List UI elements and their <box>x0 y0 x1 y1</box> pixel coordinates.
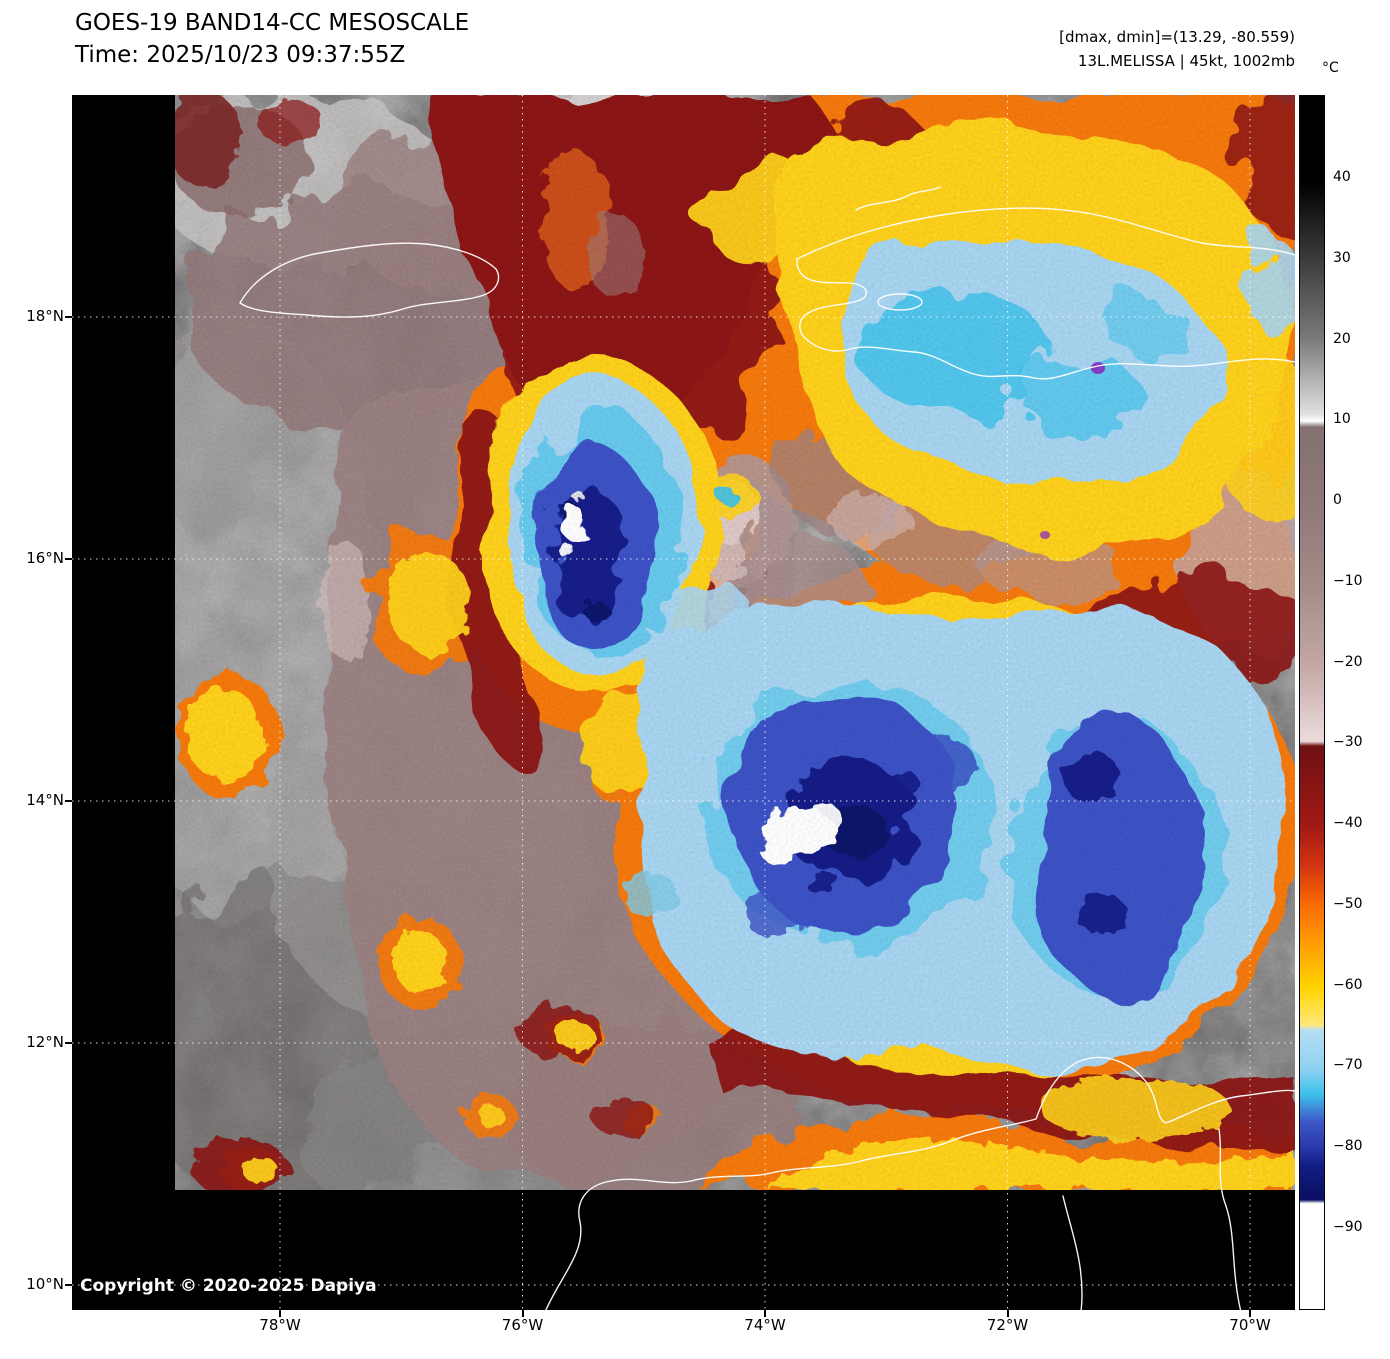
lon-axis-label: 72°W <box>986 1316 1029 1334</box>
colorbar-tick-label: −90 <box>1333 1219 1363 1235</box>
colorbar-tick-label: −80 <box>1333 1138 1363 1155</box>
lat-axis-label: 14°N <box>26 791 64 809</box>
temperature-colorbar <box>1299 95 1325 1310</box>
colorbar-tick-label: −40 <box>1333 815 1363 832</box>
lon-axis-tick <box>521 1310 524 1317</box>
lon-axis-label: 70°W <box>1229 1316 1271 1334</box>
page-title: GOES-19 BAND14-CC MESOSCALE <box>75 10 470 36</box>
lat-axis-label: 10°N <box>26 1275 64 1293</box>
lon-axis-label: 74°W <box>744 1316 786 1334</box>
copyright-label: Copyright © 2020-2025 Dapiya <box>80 1276 377 1296</box>
colorbar-tick-label: 40 <box>1333 169 1351 185</box>
lon-axis-label: 78°W <box>259 1316 301 1334</box>
colorbar-unit-label: °C <box>1322 60 1339 76</box>
colorbar-tick-label: −30 <box>1333 734 1363 751</box>
satellite-map-canvas <box>72 95 1295 1310</box>
colorbar-tick-label: −20 <box>1333 653 1363 670</box>
lon-axis-tick <box>764 1310 766 1317</box>
lat-axis-tick <box>65 316 72 318</box>
colorbar-tick-label: 10 <box>1333 411 1351 428</box>
lat-axis-tick <box>65 1284 72 1286</box>
storm-info-label: 13L.MELISSA | 45kt, 1002mb <box>1077 52 1295 70</box>
colorbar-tick-label: 0 <box>1333 492 1342 509</box>
dmax-dmin-label: [dmax, dmin]=(13.29, -80.559) <box>1059 28 1295 46</box>
lon-axis-tick <box>1249 1310 1251 1317</box>
timestamp-label: Time: 2025/10/23 09:37:55Z <box>75 42 406 68</box>
satellite-image <box>72 95 1295 1310</box>
lon-axis-label: 76°W <box>501 1316 544 1334</box>
colorbar-tick-label: −70 <box>1333 1057 1363 1074</box>
colorbar-tick-label: 20 <box>1333 330 1351 347</box>
lat-axis-label: 18°N <box>26 307 64 325</box>
lat-axis-tick <box>65 558 72 560</box>
colorbar-tick-label: −60 <box>1333 976 1363 993</box>
lat-axis-label: 12°N <box>26 1033 64 1051</box>
colorbar-tick-label: 30 <box>1333 249 1351 266</box>
lon-axis-tick <box>1006 1310 1009 1317</box>
lat-axis-label: 16°N <box>26 549 64 567</box>
colorbar-tick-label: −50 <box>1333 895 1363 912</box>
cloud-layer <box>175 95 1295 1190</box>
colorbar-tick-label: −10 <box>1333 572 1363 589</box>
coastline-overlay <box>239 186 1295 1310</box>
lat-axis-tick <box>65 800 72 802</box>
lat-axis-tick <box>65 1042 72 1044</box>
lon-axis-tick <box>279 1310 281 1317</box>
gridline-overlay <box>72 95 1295 1310</box>
